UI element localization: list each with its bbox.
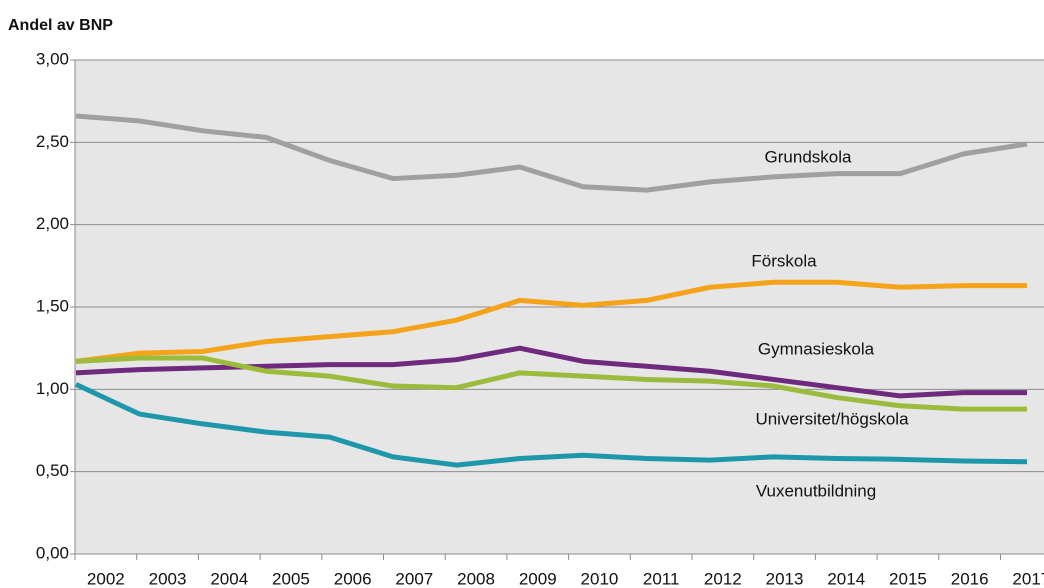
- y-tick-label: 2,50: [36, 132, 69, 151]
- y-tick-label: 0,00: [36, 543, 69, 562]
- x-tick-label: 2015: [889, 569, 927, 588]
- y-tick-label: 3,00: [36, 49, 69, 68]
- x-tick-label: 2006: [334, 569, 372, 588]
- series-label: Vuxenutbildning: [756, 481, 876, 500]
- y-tick-label: 1,00: [36, 379, 69, 398]
- x-tick-label: 2011: [643, 569, 680, 588]
- series-line: [75, 355, 1027, 412]
- x-tick-label: 2008: [457, 569, 495, 588]
- x-tick-label: 2009: [519, 569, 557, 588]
- series-line: [75, 113, 1028, 193]
- x-tick-label: 2002: [87, 569, 125, 588]
- y-tick-label: 1,50: [36, 296, 69, 315]
- x-tick-label: 2013: [766, 569, 804, 588]
- series-label: Förskola: [751, 251, 817, 270]
- series-label: Grundskola: [765, 147, 852, 166]
- chart-title: Andel av BNP: [8, 17, 113, 34]
- series-line: [74, 382, 1028, 468]
- x-tick-label: 2007: [395, 569, 433, 588]
- y-tick-label: 2,00: [36, 214, 69, 233]
- x-tick-label: 2014: [827, 569, 865, 588]
- series-line: [75, 279, 1027, 364]
- x-tick-label: 2012: [704, 569, 742, 588]
- x-tick-label: 2010: [581, 569, 619, 588]
- y-tick-label: 0,50: [36, 461, 69, 480]
- series-label: Universitet/högskola: [755, 409, 909, 428]
- x-tick-label: 2017: [1012, 569, 1044, 588]
- x-tick-label: 2004: [210, 569, 248, 588]
- x-tick-label: 2003: [149, 569, 187, 588]
- x-tick-label: 2005: [272, 569, 310, 588]
- x-tick-label: 2016: [951, 569, 989, 588]
- series-label: Gymnasieskola: [758, 339, 875, 358]
